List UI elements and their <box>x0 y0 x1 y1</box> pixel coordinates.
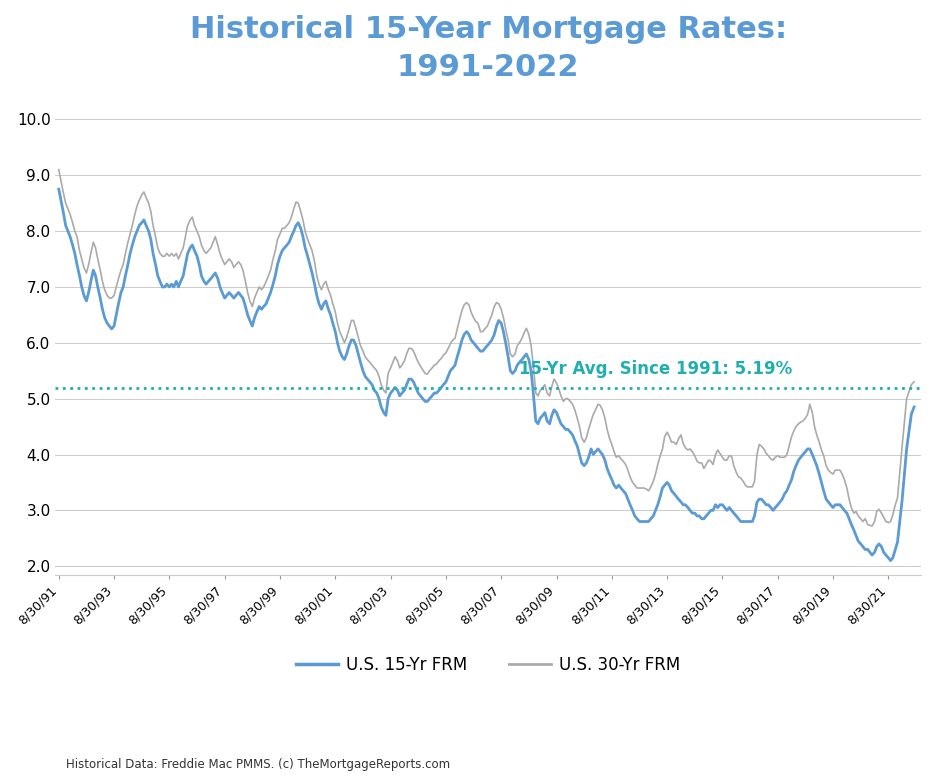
Title: Historical 15-Year Mortgage Rates:
1991-2022: Historical 15-Year Mortgage Rates: 1991-… <box>190 15 787 82</box>
Text: Historical Data: Freddie Mac PMMS. (c) TheMortgageReports.com: Historical Data: Freddie Mac PMMS. (c) T… <box>66 758 449 771</box>
Text: 15-Yr Avg. Since 1991: 5.19%: 15-Yr Avg. Since 1991: 5.19% <box>519 360 792 378</box>
Legend: U.S. 15-Yr FRM, U.S. 30-Yr FRM: U.S. 15-Yr FRM, U.S. 30-Yr FRM <box>289 650 687 681</box>
